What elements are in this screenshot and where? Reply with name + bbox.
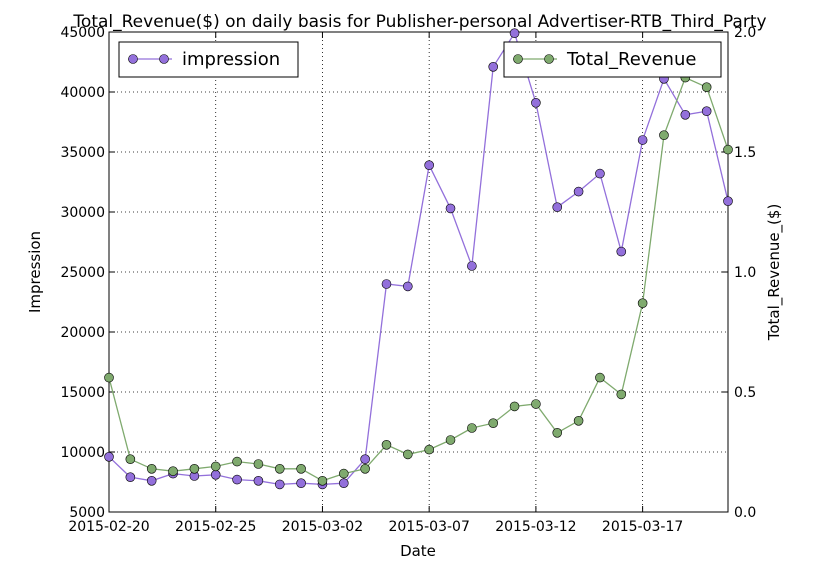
left-y-tick-label: 25000 [60,265,105,281]
left-y-tick-label: 5000 [69,505,105,521]
left-y-tick-label: 35000 [60,145,105,161]
data-point [338,468,349,479]
left-y-tick-label: 15000 [60,385,105,401]
right-y-axis-title: Total_Revenue_($) [765,204,784,342]
data-point [488,418,499,429]
series-line [108,76,729,482]
chart-title: Total_Revenue($) on daily basis for Publ… [72,12,766,32]
data-point [104,372,114,383]
data-point [573,186,584,197]
x-tick-label: 2015-03-07 [388,519,469,535]
x-tick-label: 2015-03-12 [495,519,576,535]
data-point [296,463,306,474]
legend-impression: impression [118,41,299,78]
x-tick-label: 2015-03-17 [602,519,683,535]
right-y-tick-label: 2.0 [734,25,756,41]
data-point [210,461,221,472]
data-point [723,196,733,206]
left-y-tick-label: 30000 [60,205,105,221]
data-point [573,415,584,426]
data-point [360,454,370,465]
series-impression [104,28,733,490]
data-point [232,456,242,467]
data-point [680,110,691,120]
data-point [723,144,733,155]
data-point [253,475,264,486]
right-y-tick-label: 1.0 [734,265,756,281]
data-point [509,401,520,412]
data-point [210,469,221,480]
data-point [467,261,477,271]
legend-label-impression: impression [182,49,280,70]
legend-marker [544,54,554,64]
x-tick-label: 2015-02-25 [175,519,256,535]
data-point [531,98,541,108]
right-y-tick-label: 1.5 [734,145,756,161]
data-point [317,475,328,486]
data-point [552,427,563,438]
data-point [467,423,477,433]
x-tick-label: 2015-03-02 [282,519,363,535]
legend-marker [159,54,169,64]
data-point [488,62,499,72]
grid [108,31,728,513]
data-point [552,202,563,212]
data-point [701,82,712,92]
data-point [424,444,434,455]
data-point [274,479,285,490]
data-point [424,160,434,170]
data-point [125,454,136,465]
left-y-tick-label: 10000 [60,445,105,461]
right-y-tick-label: 0.0 [734,505,756,521]
data-point [125,472,136,483]
data-point [445,435,456,445]
data-point [274,463,285,474]
legend-marker [128,54,138,64]
data-point [595,168,605,179]
data-point [595,372,605,383]
data-point [616,246,627,257]
data-point [445,203,456,214]
data-point [146,463,157,474]
left-y-axis-title: Impression [26,231,44,313]
data-point [701,106,712,116]
data-point [232,474,242,485]
data-point [381,439,392,450]
right-y-tick-label: 0.5 [734,385,756,401]
legend-total-revenue: Total_Revenue [503,41,722,78]
series-layer [104,28,733,490]
data-point [168,466,178,477]
left-y-tick-label: 45000 [60,25,105,41]
data-point [616,389,627,400]
data-point [509,28,520,39]
data-point [360,463,370,474]
data-point [637,298,648,309]
data-point [189,463,200,474]
series-total-revenue [104,72,733,486]
left-y-tick-label: 20000 [60,325,105,341]
data-point [403,281,413,292]
data-point [104,451,114,462]
data-point [531,399,541,409]
left-y-tick-label: 40000 [60,85,105,101]
x-tick-label: 2015-02-20 [68,519,149,535]
data-point [338,478,349,489]
data-point [659,130,669,140]
data-point [403,449,413,460]
data-point [253,459,264,469]
data-point [381,279,392,289]
data-point [146,475,157,486]
x-axis-title: Date [400,542,436,560]
axis-ticks: 2015-02-20 2015-02-25 2015-03-02 2015-03-07… [60,25,756,535]
series-line [108,31,729,486]
legend-label-total-revenue: Total_Revenue [566,49,696,70]
data-point [637,135,648,145]
legend-marker [513,54,523,64]
data-point [296,478,306,489]
